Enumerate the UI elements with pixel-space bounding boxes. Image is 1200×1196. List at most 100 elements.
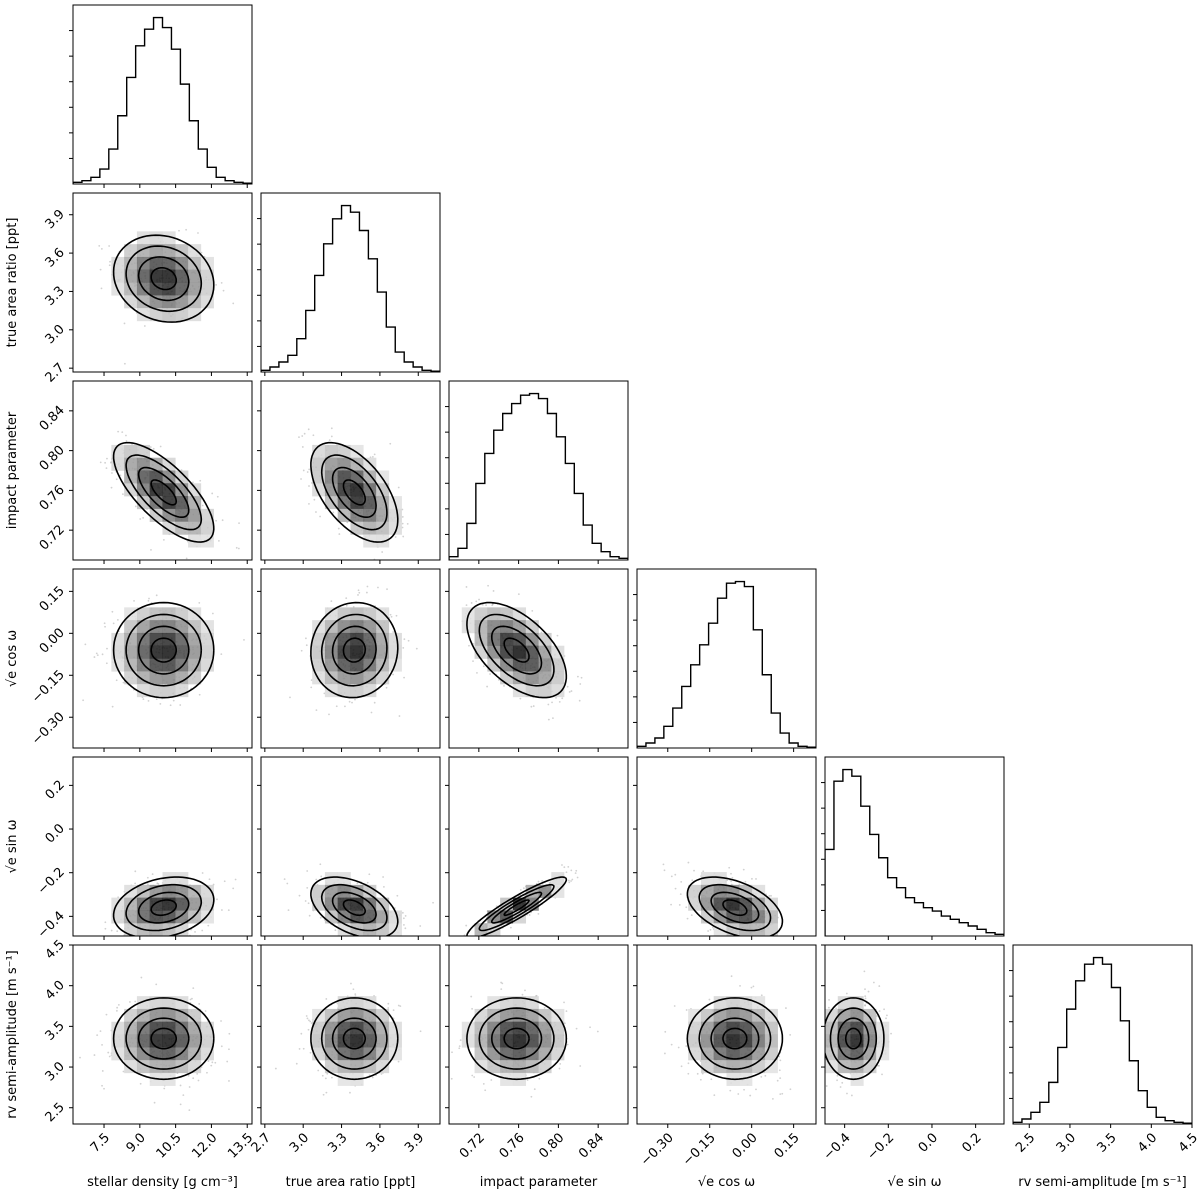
sample-point bbox=[547, 718, 550, 721]
density-cell bbox=[324, 684, 339, 698]
sample-point bbox=[178, 229, 180, 232]
sample-point bbox=[397, 1004, 400, 1007]
sample-point bbox=[685, 1009, 688, 1011]
density-cell bbox=[512, 1008, 527, 1023]
density-cell bbox=[149, 1060, 163, 1074]
sample-point bbox=[578, 699, 581, 702]
density-cell bbox=[188, 897, 202, 911]
y-tick-label: 3.0 bbox=[43, 1059, 68, 1084]
sample-point bbox=[108, 245, 111, 247]
sample-point bbox=[308, 468, 311, 471]
sample-point bbox=[396, 894, 399, 897]
density-cell bbox=[538, 1008, 552, 1023]
density-cell bbox=[324, 607, 339, 621]
sample-point bbox=[96, 943, 98, 945]
sample-point bbox=[100, 247, 103, 250]
sample-point bbox=[143, 946, 145, 948]
sample-point bbox=[204, 1010, 207, 1012]
sample-point bbox=[104, 461, 107, 464]
sample-point bbox=[192, 987, 195, 990]
contour-1-sigma bbox=[491, 625, 543, 675]
sample-point bbox=[191, 997, 193, 1000]
sample-point bbox=[354, 698, 356, 701]
sample-point bbox=[306, 886, 309, 889]
density-cell bbox=[200, 1047, 214, 1061]
contour-1.5-sigma bbox=[320, 883, 388, 932]
sample-point bbox=[728, 866, 731, 869]
sample-point bbox=[368, 873, 371, 876]
x-tick-label: 10.5 bbox=[154, 1130, 185, 1161]
sample-point bbox=[121, 431, 124, 434]
sample-point bbox=[125, 434, 127, 437]
sample-point bbox=[295, 1062, 298, 1065]
density-cell bbox=[764, 910, 778, 924]
sample-point bbox=[155, 594, 158, 597]
sample-point bbox=[206, 1071, 208, 1074]
sample-point bbox=[711, 926, 714, 929]
density-cell bbox=[337, 607, 351, 621]
sample-point bbox=[307, 428, 310, 431]
density-cell bbox=[136, 1060, 151, 1074]
sample-point bbox=[308, 1019, 310, 1022]
sample-point bbox=[159, 703, 162, 705]
sample-point bbox=[308, 914, 311, 917]
y-tick-label: 3.9 bbox=[43, 207, 68, 232]
sample-point bbox=[117, 430, 120, 433]
sample-point bbox=[378, 938, 380, 940]
density-cell bbox=[149, 483, 163, 497]
sample-point bbox=[352, 606, 355, 608]
density-cell bbox=[188, 658, 202, 672]
contour-1.5-sigma bbox=[125, 883, 203, 932]
density-cell bbox=[474, 620, 488, 634]
density-cell bbox=[363, 483, 377, 497]
sample-point bbox=[323, 692, 326, 695]
density-cell bbox=[388, 1034, 402, 1048]
x-tick-label: 0.76 bbox=[497, 1130, 528, 1161]
density-cell bbox=[487, 645, 501, 659]
density-cell bbox=[162, 923, 176, 936]
histogram-step-ror bbox=[261, 204, 440, 372]
density-cell bbox=[487, 1008, 501, 1023]
sample-point bbox=[663, 869, 666, 872]
density-cell bbox=[149, 457, 163, 471]
sample-point bbox=[369, 456, 372, 459]
density-cell bbox=[461, 620, 475, 634]
density-cell bbox=[162, 996, 176, 1010]
density-cell bbox=[188, 483, 202, 497]
sample-point bbox=[216, 898, 218, 901]
sample-point bbox=[309, 1020, 312, 1023]
sample-point bbox=[350, 982, 352, 985]
density-cell bbox=[551, 671, 565, 685]
x-tick-label: 3.6 bbox=[364, 1130, 389, 1155]
sample-point bbox=[394, 536, 397, 538]
sample-point bbox=[402, 535, 405, 538]
y-tick-label: −0.15 bbox=[29, 668, 68, 707]
sample-point bbox=[680, 880, 683, 883]
contour-1-sigma bbox=[137, 256, 190, 302]
density-cell bbox=[111, 897, 125, 911]
sample-point bbox=[552, 717, 554, 719]
density-cell bbox=[175, 632, 189, 647]
contour-1-sigma bbox=[331, 1017, 377, 1060]
panel-b-vs-ror bbox=[257, 380, 441, 564]
sample-point bbox=[116, 618, 119, 621]
sample-point bbox=[755, 878, 757, 880]
sample-point bbox=[693, 869, 695, 872]
density-cell bbox=[175, 645, 189, 659]
sample-point bbox=[152, 447, 155, 450]
density-cell bbox=[363, 620, 377, 634]
y-tick-label: 2.7 bbox=[43, 360, 68, 385]
sample-point bbox=[223, 880, 226, 883]
sample-point bbox=[325, 1091, 328, 1094]
density-cell bbox=[376, 1060, 390, 1074]
density-cell bbox=[512, 1034, 527, 1048]
density-cell bbox=[350, 470, 364, 484]
sample-point bbox=[104, 927, 107, 930]
contour-1-sigma bbox=[490, 1017, 543, 1060]
sample-point bbox=[116, 1006, 119, 1009]
sample-point bbox=[575, 1027, 578, 1030]
sample-point bbox=[517, 593, 520, 596]
sample-point bbox=[319, 863, 322, 866]
sample-point bbox=[771, 1097, 774, 1100]
sample-point bbox=[419, 925, 422, 927]
